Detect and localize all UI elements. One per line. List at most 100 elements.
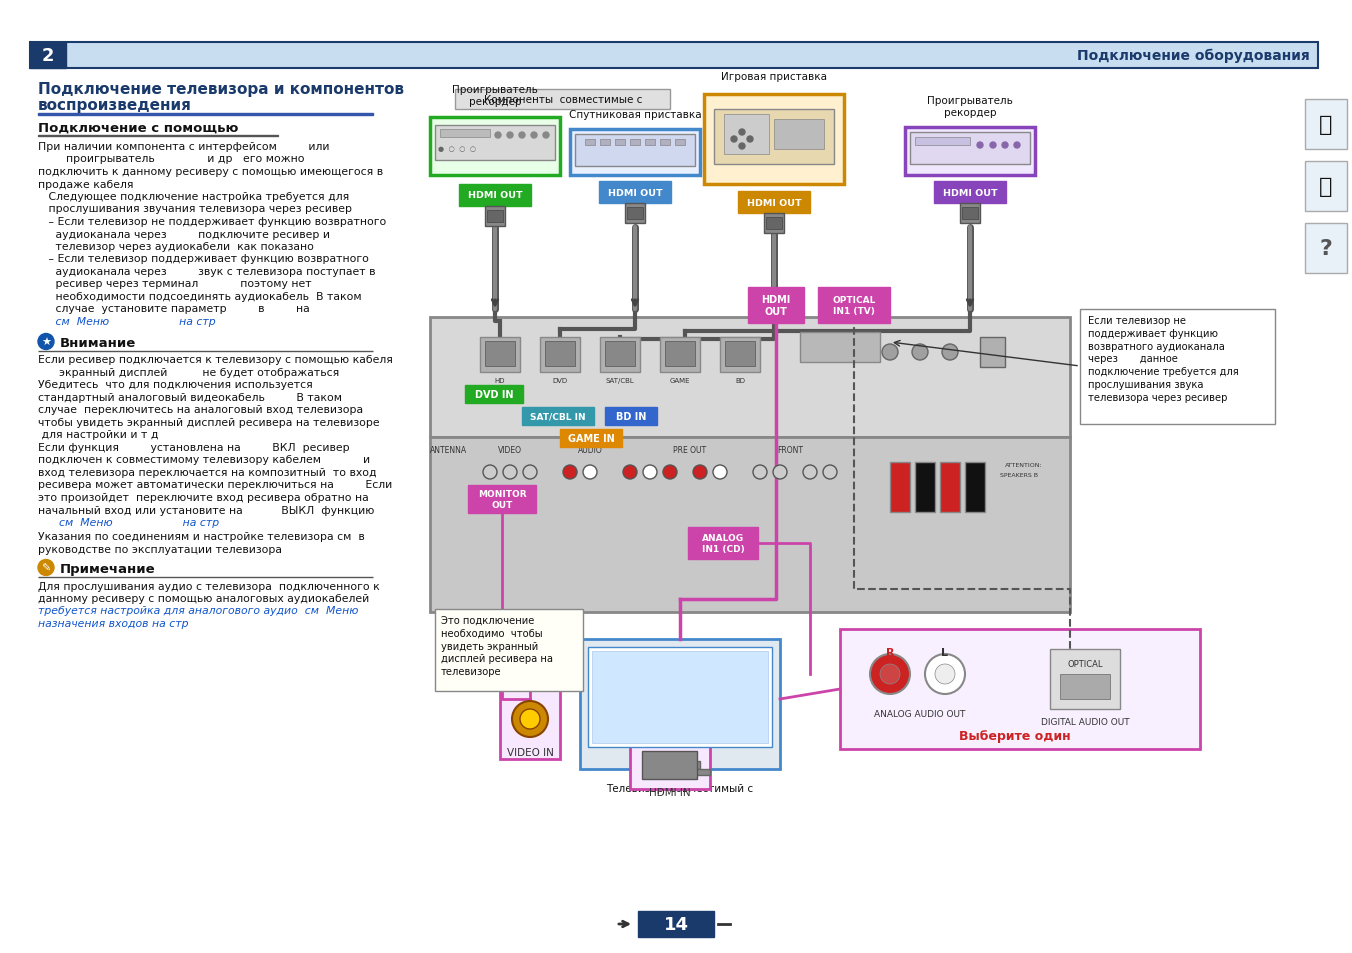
Bar: [904, 128, 1036, 175]
Circle shape: [1014, 143, 1019, 149]
Text: L: L: [941, 647, 949, 658]
Bar: [430, 437, 1069, 613]
Text: – Если телевизор не поддерживает функцию возвратного: – Если телевизор не поддерживает функцию…: [38, 216, 387, 227]
Bar: [600, 140, 610, 146]
Bar: [910, 132, 1030, 165]
Circle shape: [38, 335, 54, 350]
Circle shape: [880, 664, 900, 684]
Bar: [430, 118, 560, 175]
Text: продаже кабеля: продаже кабеля: [38, 179, 134, 190]
Bar: [604, 341, 635, 367]
Text: SAT/CBL: SAT/CBL: [606, 377, 634, 384]
Text: см  Меню                    на стр: см Меню на стр: [38, 517, 219, 527]
Text: Игровая приставка: Игровая приставка: [721, 71, 827, 82]
Text: Проигрыватель
рекордер: Проигрыватель рекордер: [452, 86, 538, 107]
Text: требуется настройка для аналогового аудио  см  Меню: требуется настройка для аналогового ауди…: [38, 606, 358, 616]
Bar: [660, 761, 700, 769]
Circle shape: [990, 143, 996, 149]
Bar: [30, 43, 66, 69]
Text: MONITOR
OUT: MONITOR OUT: [477, 490, 526, 509]
Text: 💻: 💻: [1320, 177, 1333, 196]
Bar: [571, 130, 700, 175]
Bar: [435, 609, 583, 691]
Bar: [963, 208, 977, 220]
Bar: [934, 182, 1006, 204]
Text: см  Меню                    на стр: см Меню на стр: [38, 316, 215, 327]
Circle shape: [753, 465, 767, 479]
Text: проигрыватель               и др   его можно: проигрыватель и др его можно: [38, 154, 304, 164]
Circle shape: [740, 144, 745, 150]
Text: Для прослушивания аудио с телевизора  подключенного к: Для прослушивания аудио с телевизора под…: [38, 581, 380, 591]
Text: вход телевизора переключается на композитный  то вход: вход телевизора переключается на компози…: [38, 468, 377, 477]
Circle shape: [869, 655, 910, 695]
Bar: [915, 138, 969, 146]
Bar: [1051, 649, 1119, 709]
Text: HDMI OUT: HDMI OUT: [746, 198, 802, 208]
Text: HDMI
OUT: HDMI OUT: [761, 294, 791, 316]
Circle shape: [748, 137, 753, 143]
Bar: [575, 135, 695, 167]
Bar: [487, 211, 503, 223]
Bar: [458, 185, 531, 207]
Bar: [545, 341, 575, 367]
Bar: [38, 136, 279, 137]
Bar: [915, 462, 936, 513]
Bar: [738, 192, 810, 213]
Text: ●  ○  ○  ○: ● ○ ○ ○: [438, 146, 476, 152]
Text: ресивер через терминал            поэтому нет: ресивер через терминал поэтому нет: [38, 279, 311, 289]
Bar: [627, 208, 644, 220]
Bar: [650, 769, 710, 775]
Text: данному ресиверу с помощью аналоговых аудиокабелей: данному ресиверу с помощью аналоговых ау…: [38, 594, 369, 603]
Text: экранный дисплей          не будет отображаться: экранный дисплей не будет отображаться: [38, 368, 339, 377]
Text: 📖: 📖: [1320, 115, 1333, 135]
Bar: [840, 629, 1201, 749]
Text: HDMI OUT: HDMI OUT: [942, 189, 998, 197]
Text: ★: ★: [41, 337, 51, 347]
Text: SAT/CBL IN: SAT/CBL IN: [530, 412, 585, 421]
Bar: [721, 337, 760, 373]
Bar: [1305, 224, 1347, 274]
Bar: [30, 43, 1318, 69]
Text: При наличии компонента с интерфейсом         или: При наличии компонента с интерфейсом или: [38, 142, 330, 152]
Bar: [465, 386, 523, 403]
Text: ANALOG
IN1 (CD): ANALOG IN1 (CD): [702, 534, 745, 553]
Text: GAME: GAME: [669, 377, 691, 384]
Circle shape: [913, 345, 927, 360]
Bar: [665, 341, 695, 367]
Text: Убедитесь  что для подключения используется: Убедитесь что для подключения использует…: [38, 380, 312, 390]
Text: Выберите один: Выберите один: [959, 729, 1071, 742]
Bar: [960, 204, 980, 224]
Bar: [725, 115, 769, 154]
Text: OPTICAL: OPTICAL: [1067, 659, 1103, 669]
Text: ATTENTION:: ATTENTION:: [1005, 462, 1042, 468]
Text: подключен к совместимому телевизору кабелем            и: подключен к совместимому телевизору кабе…: [38, 455, 370, 465]
Circle shape: [512, 701, 548, 738]
Bar: [560, 430, 622, 448]
Bar: [599, 182, 671, 204]
Circle shape: [936, 664, 955, 684]
Circle shape: [713, 465, 727, 479]
Bar: [660, 140, 671, 146]
Text: FRONT: FRONT: [777, 446, 803, 455]
Text: BD IN: BD IN: [615, 412, 646, 421]
Bar: [604, 408, 657, 426]
Bar: [714, 110, 834, 165]
Circle shape: [623, 465, 637, 479]
Bar: [1305, 162, 1347, 212]
Text: HDMI OUT: HDMI OUT: [468, 192, 522, 200]
Text: Подключение с помощью: Подключение с помощью: [38, 122, 238, 135]
Text: Если ресивер подключается к телевизору с помощью кабеля: Если ресивер подключается к телевизору с…: [38, 355, 393, 365]
Bar: [588, 647, 772, 747]
Text: VIDEO IN: VIDEO IN: [507, 747, 553, 758]
Circle shape: [38, 560, 54, 576]
Text: Спутниковая приставка: Спутниковая приставка: [569, 110, 702, 120]
Bar: [630, 140, 639, 146]
Circle shape: [882, 345, 898, 360]
Text: HDMI IN: HDMI IN: [649, 787, 691, 797]
Text: Подключение телевизора и компонентов: Подключение телевизора и компонентов: [38, 82, 404, 97]
Text: 14: 14: [664, 915, 688, 933]
Bar: [592, 651, 768, 743]
Text: стандартный аналоговый видеокабель         В таком: стандартный аналоговый видеокабель В так…: [38, 393, 342, 402]
Bar: [1060, 675, 1110, 700]
Circle shape: [1002, 143, 1009, 149]
